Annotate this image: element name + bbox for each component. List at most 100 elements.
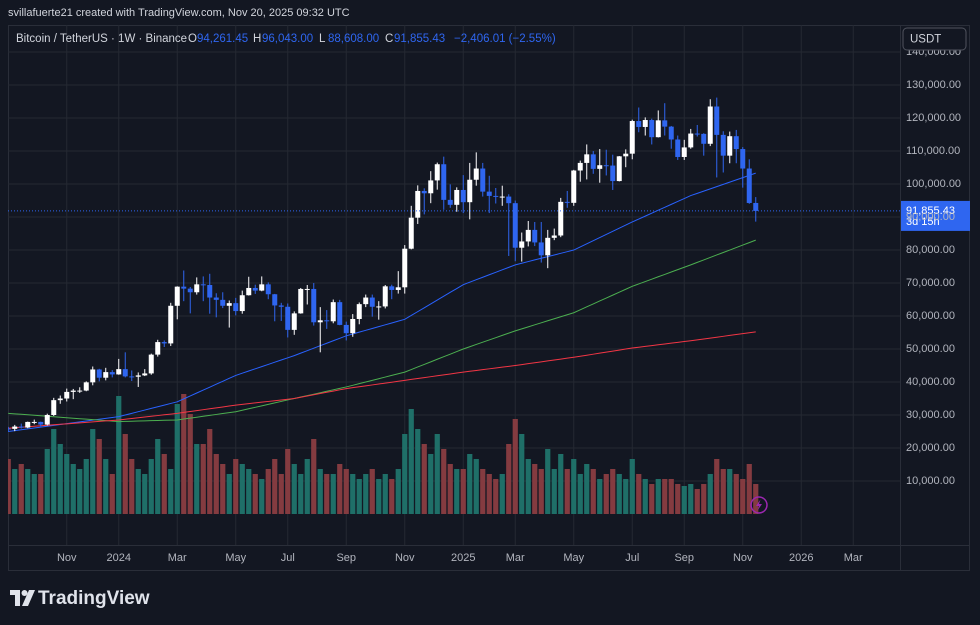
legend-value: 91,855.43: [394, 33, 445, 45]
candle-body: [291, 313, 297, 330]
candle-body: [207, 285, 213, 298]
volume-bar: [681, 486, 687, 514]
candle-body: [44, 415, 50, 425]
candle-body: [83, 382, 89, 391]
candle-body: [25, 421, 31, 428]
y-tick-label: 120,000.00: [906, 112, 961, 124]
y-tick-label: 90,000.00: [906, 211, 955, 223]
volume-bar: [480, 469, 486, 514]
volume-bar: [753, 484, 759, 514]
volume-bar: [408, 409, 414, 514]
volume-bar: [642, 479, 648, 514]
volume-bar: [623, 479, 629, 514]
candle-body: [337, 302, 343, 325]
volume-bar: [317, 469, 323, 514]
brand-logo: [10, 590, 35, 606]
candle-body: [460, 189, 466, 203]
volume-bar: [265, 469, 271, 514]
volume-bar: [532, 464, 538, 514]
candle-body: [616, 156, 622, 182]
candle-body: [668, 126, 674, 140]
candle-body: [519, 241, 525, 248]
candle-body: [532, 229, 538, 243]
volume-bar: [668, 479, 674, 514]
y-tick-label: 60,000.00: [906, 310, 955, 322]
volume-bar: [161, 454, 167, 514]
volume-bar: [629, 459, 635, 514]
volume-bar: [701, 484, 707, 514]
volume-bar: [291, 464, 297, 514]
candle-body: [226, 303, 232, 306]
volume-bar: [512, 419, 518, 514]
candle-body: [324, 320, 330, 322]
candle-body: [636, 121, 642, 127]
candle-body: [740, 149, 746, 169]
currency-label[interactable]: USDT: [910, 34, 941, 46]
candle-body: [109, 372, 115, 375]
volume-bar: [473, 459, 479, 514]
logo-slash: [22, 590, 35, 606]
candle-body: [597, 165, 603, 169]
candle-body: [480, 168, 486, 192]
candle-body: [564, 201, 570, 203]
volume-bar: [675, 484, 681, 514]
volume-bar: [12, 469, 18, 514]
candle-body: [584, 154, 590, 163]
candle-body: [499, 196, 505, 198]
volume-bar: [337, 464, 343, 514]
candle-body: [382, 286, 388, 307]
candle-body: [90, 369, 96, 383]
x-tick-label: Mar: [168, 552, 187, 564]
candle-body: [298, 288, 304, 314]
x-tick-label: 2026: [789, 552, 813, 564]
y-tick-label: 50,000.00: [906, 343, 955, 355]
alert-icon[interactable]: [750, 496, 768, 514]
volume-bar: [571, 459, 577, 514]
volume-bar: [649, 484, 655, 514]
volume-bar: [590, 469, 596, 514]
volume-bar: [363, 474, 369, 514]
candle-body: [272, 294, 278, 306]
candle-body: [142, 373, 148, 376]
legend-value: 96,043.00: [262, 33, 313, 45]
y-tick-label: 20,000.00: [906, 442, 955, 454]
volume-bar: [727, 469, 733, 514]
y-tick-label: 40,000.00: [906, 376, 955, 388]
volume-bar: [655, 479, 661, 514]
candle-body: [675, 139, 681, 157]
currency-button[interactable]: [902, 27, 967, 51]
volume-bar: [558, 454, 564, 514]
volume-bar: [389, 479, 395, 514]
candle-body: [330, 302, 336, 322]
volume-bar: [694, 489, 700, 514]
volume-bar: [707, 474, 713, 514]
candle-body: [623, 153, 629, 157]
candle-body: [746, 168, 752, 203]
y-tick-label: 30,000.00: [906, 409, 955, 421]
volume-bar: [564, 469, 570, 514]
volume-bar: [44, 449, 50, 514]
volume-bar: [395, 469, 401, 514]
candles: [8, 97, 759, 432]
volume-bar: [213, 454, 219, 514]
candle-body: [174, 286, 180, 306]
candle-body: [714, 106, 720, 135]
volume-bar: [246, 469, 252, 514]
volume-bar: [122, 434, 128, 514]
candle-body: [8, 428, 11, 430]
candle-body: [220, 299, 226, 306]
ohlc-legend: O 94,261.45 H 96,043.00 L 88,608.00 C 91,855.43…: [188, 33, 556, 45]
candle-body: [70, 390, 76, 392]
x-tick-label: Jul: [625, 552, 639, 564]
moving-averages: [8, 172, 756, 432]
legend-value: 88,608.00: [328, 33, 379, 45]
volume-bar: [577, 474, 583, 514]
volume-bar: [298, 474, 304, 514]
candle-body: [577, 162, 583, 171]
volume-bar: [70, 464, 76, 514]
candle-body: [681, 147, 687, 157]
legend-value: 94,261.45: [197, 33, 248, 45]
volume-bar: [285, 449, 291, 514]
volume-bar: [96, 439, 102, 514]
